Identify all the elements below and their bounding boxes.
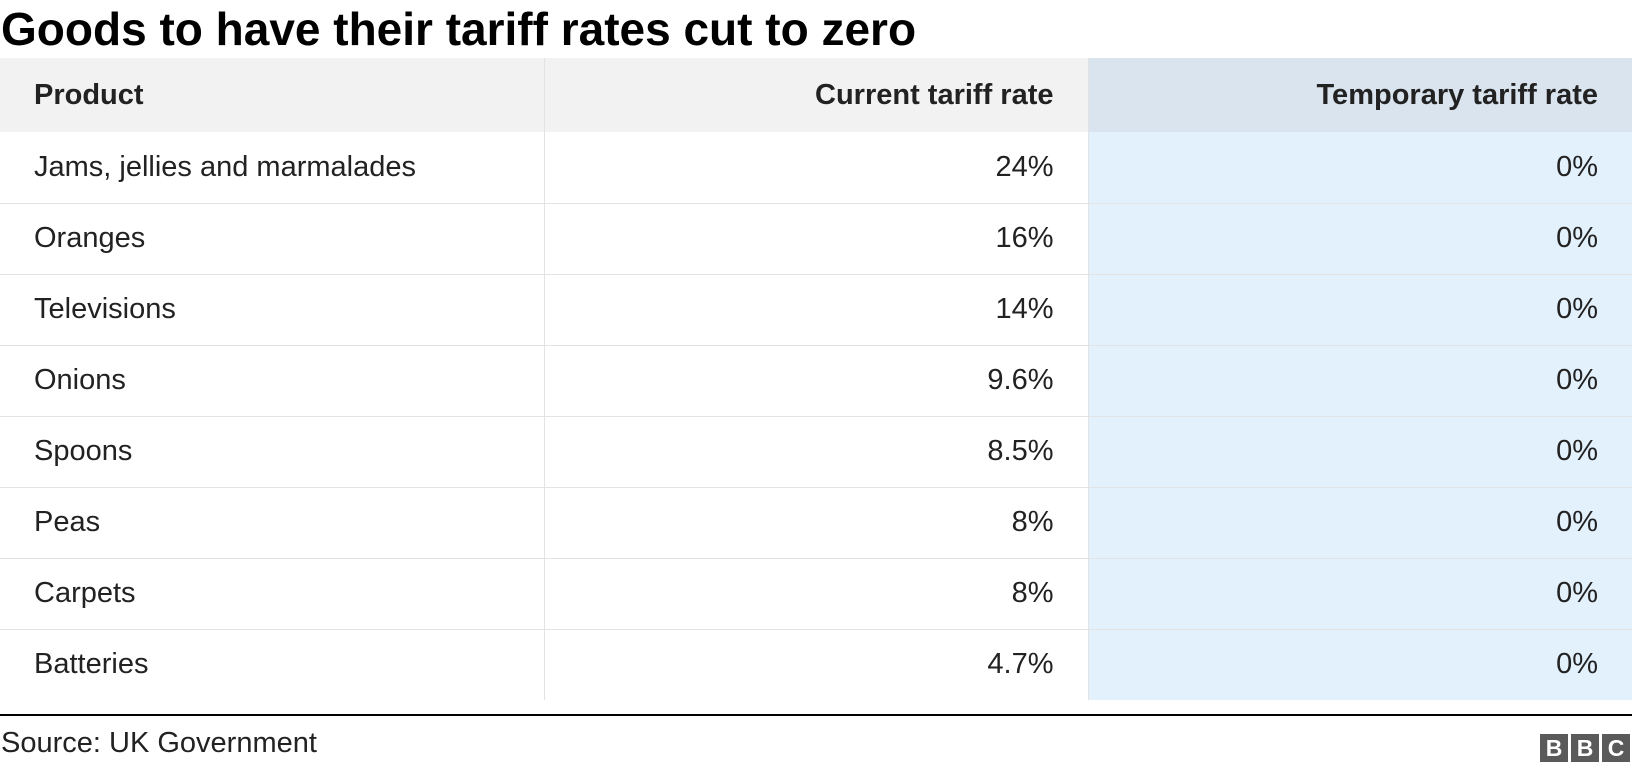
- chart-title: Goods to have their tariff rates cut to …: [1, 3, 917, 55]
- cell-product: Peas: [0, 487, 545, 559]
- cell-product: Spoons: [0, 416, 545, 488]
- cell-product: Onions: [0, 345, 545, 417]
- column-header-temporary-rate: Temporary tariff rate: [1088, 58, 1632, 132]
- cell-current-rate: 4.7%: [544, 629, 1089, 700]
- cell-current-rate: 16%: [544, 203, 1089, 275]
- cell-current-rate: 8.5%: [544, 416, 1089, 488]
- bbc-logo-block: B: [1571, 734, 1599, 762]
- table-row: Televisions 14% 0%: [0, 274, 1632, 346]
- column-header-product: Product: [0, 58, 545, 132]
- cell-temporary-rate: 0%: [1088, 629, 1632, 700]
- cell-temporary-rate: 0%: [1088, 416, 1632, 488]
- cell-temporary-rate: 0%: [1088, 345, 1632, 417]
- cell-product: Televisions: [0, 274, 545, 346]
- table-row: Peas 8% 0%: [0, 487, 1632, 559]
- table-row: Spoons 8.5% 0%: [0, 416, 1632, 488]
- cell-current-rate: 8%: [544, 487, 1089, 559]
- cell-current-rate: 14%: [544, 274, 1089, 346]
- bbc-logo: B B C: [1540, 734, 1630, 762]
- cell-temporary-rate: 0%: [1088, 203, 1632, 275]
- table-body: Jams, jellies and marmalades 24% 0% Oranges…: [0, 132, 1632, 700]
- cell-product: Oranges: [0, 203, 545, 275]
- cell-temporary-rate: 0%: [1088, 487, 1632, 559]
- cell-temporary-rate: 0%: [1088, 274, 1632, 346]
- column-header-current-rate: Current tariff rate: [544, 58, 1089, 132]
- source-note: Source: UK Government: [1, 727, 317, 759]
- bbc-logo-block: B: [1540, 734, 1568, 762]
- footer-divider: [0, 714, 1632, 716]
- tariff-table: Product Current tariff rate Temporary ta…: [0, 58, 1632, 700]
- table-row: Jams, jellies and marmalades 24% 0%: [0, 132, 1632, 204]
- cell-product: Carpets: [0, 558, 545, 630]
- cell-current-rate: 8%: [544, 558, 1089, 630]
- table-row: Batteries 4.7% 0%: [0, 629, 1632, 700]
- table-row: Oranges 16% 0%: [0, 203, 1632, 275]
- table-header-row: Product Current tariff rate Temporary ta…: [0, 58, 1632, 132]
- table-row: Carpets 8% 0%: [0, 558, 1632, 630]
- cell-current-rate: 9.6%: [544, 345, 1089, 417]
- table-row: Onions 9.6% 0%: [0, 345, 1632, 417]
- cell-current-rate: 24%: [544, 132, 1089, 204]
- cell-product: Jams, jellies and marmalades: [0, 132, 545, 204]
- cell-product: Batteries: [0, 629, 545, 700]
- cell-temporary-rate: 0%: [1088, 558, 1632, 630]
- bbc-logo-block: C: [1602, 734, 1630, 762]
- cell-temporary-rate: 0%: [1088, 132, 1632, 204]
